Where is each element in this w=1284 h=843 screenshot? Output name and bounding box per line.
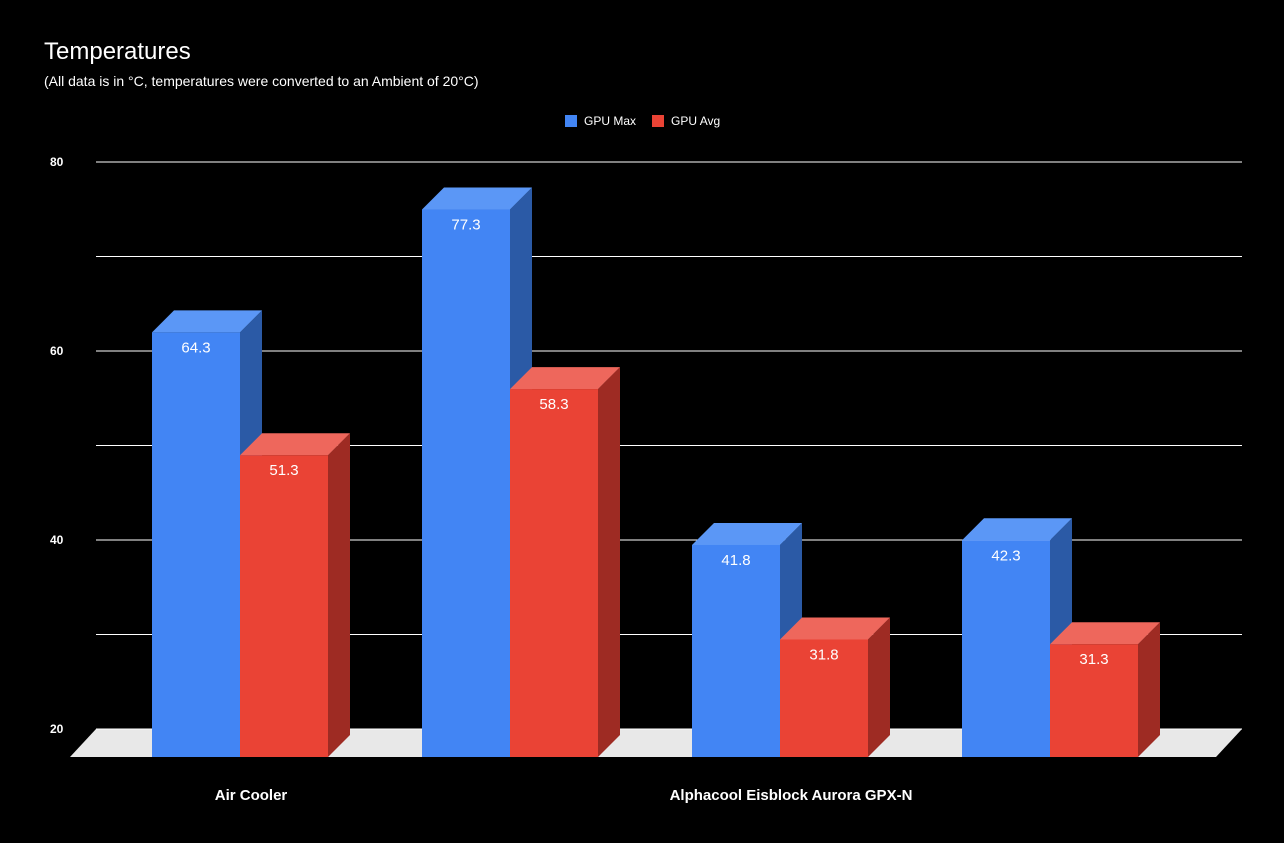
data-label: 31.8 bbox=[809, 646, 838, 663]
data-label: 58.3 bbox=[539, 396, 568, 413]
data-label: 31.3 bbox=[1079, 651, 1108, 668]
bar bbox=[240, 455, 328, 757]
bar bbox=[422, 209, 510, 757]
legend-swatch-gpu-max bbox=[565, 115, 577, 127]
bar-side bbox=[598, 367, 620, 757]
data-label: 77.3 bbox=[451, 217, 480, 234]
bar bbox=[152, 332, 240, 757]
bar-side bbox=[328, 433, 350, 757]
bar-top bbox=[962, 518, 1072, 541]
y-tick-label: 80 bbox=[50, 155, 64, 169]
bar bbox=[1050, 644, 1138, 757]
legend-item-gpu-avg[interactable]: GPU Avg bbox=[652, 114, 720, 128]
bar bbox=[692, 544, 780, 757]
bar-top bbox=[152, 310, 262, 333]
y-tick-label: 60 bbox=[50, 344, 64, 358]
bar bbox=[780, 639, 868, 757]
legend: GPU Max GPU Avg bbox=[565, 114, 720, 128]
chart-floor bbox=[70, 729, 1242, 757]
chart-title: Temperatures bbox=[44, 38, 191, 65]
legend-swatch-gpu-avg bbox=[652, 115, 665, 127]
y-tick-label: 20 bbox=[50, 722, 64, 736]
bar-top bbox=[422, 187, 532, 210]
bar-side bbox=[868, 617, 890, 757]
data-label: 51.3 bbox=[269, 462, 298, 479]
bar-top bbox=[510, 367, 620, 390]
data-label: 42.3 bbox=[991, 547, 1020, 564]
y-tick-label: 40 bbox=[50, 533, 64, 547]
bar bbox=[962, 540, 1050, 757]
bar-top bbox=[240, 433, 350, 456]
x-tick-label: Air Cooler bbox=[215, 787, 288, 804]
bar-top bbox=[1050, 622, 1160, 645]
legend-label-gpu-avg: GPU Avg bbox=[671, 114, 721, 128]
bar bbox=[510, 389, 598, 757]
bar-side bbox=[1138, 622, 1160, 757]
legend-label-gpu-max: GPU Max bbox=[584, 114, 637, 128]
chart-subtitle: (All data is in °C, temperatures were co… bbox=[44, 73, 479, 89]
legend-item-gpu-max[interactable]: GPU Max bbox=[565, 114, 636, 128]
bar-top bbox=[692, 522, 802, 545]
data-label: 64.3 bbox=[181, 339, 210, 356]
data-label: 41.8 bbox=[721, 552, 750, 569]
bar-top bbox=[780, 617, 890, 640]
x-tick-label: Alphacool Eisblock Aurora GPX-N bbox=[670, 787, 913, 804]
